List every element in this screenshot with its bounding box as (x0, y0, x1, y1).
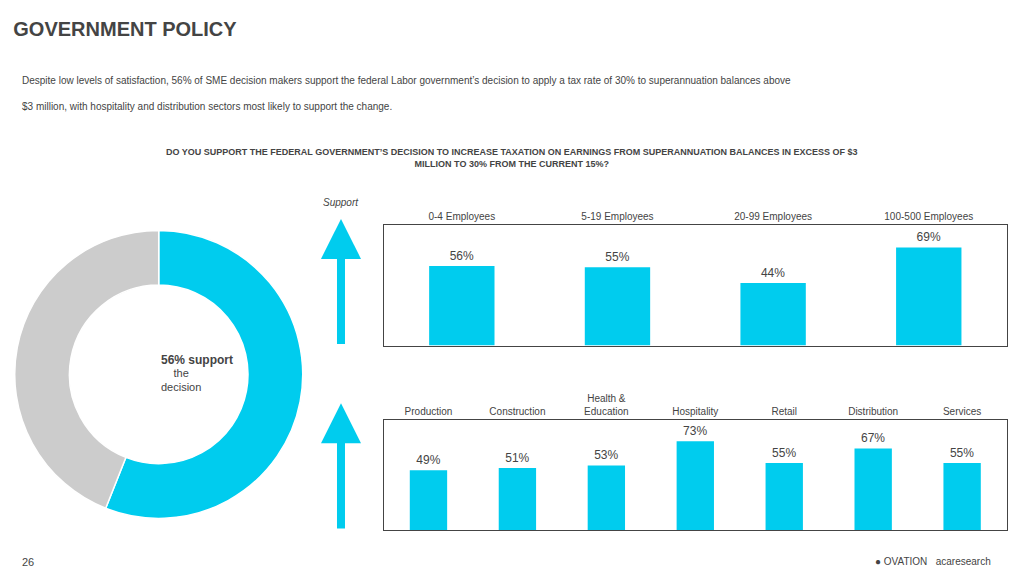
svg-text:53%: 53% (594, 448, 618, 462)
svg-text:20-99 Employees: 20-99 Employees (734, 211, 812, 222)
svg-text:Construction: Construction (489, 406, 545, 417)
svg-text:Services: Services (943, 406, 981, 417)
svg-text:56%: 56% (450, 249, 474, 263)
svg-text:49%: 49% (416, 453, 440, 467)
svg-text:Support: Support (323, 197, 359, 208)
svg-text:5-19 Employees: 5-19 Employees (581, 211, 653, 222)
svg-text:55%: 55% (950, 446, 974, 460)
svg-text:67%: 67% (861, 431, 885, 445)
svg-text:73%: 73% (683, 424, 707, 438)
svg-text:69%: 69% (917, 230, 941, 244)
svg-text:Production: Production (405, 406, 453, 417)
svg-text:55%: 55% (772, 446, 796, 460)
svg-text:Hospitality: Hospitality (672, 406, 718, 417)
svg-text:44%: 44% (761, 266, 785, 280)
svg-text:thedecision: thedecision (161, 367, 201, 393)
svg-text:56% support: 56% support (161, 353, 233, 367)
svg-text:Health &Education: Health &Education (584, 393, 628, 417)
svg-text:51%: 51% (505, 451, 529, 465)
svg-text:● OVATION acaresearch: ● OVATION acaresearch (875, 556, 991, 567)
svg-text:55%: 55% (605, 250, 629, 264)
svg-text:Distribution: Distribution (848, 406, 898, 417)
svg-text:GOVERNMENT POLICY: GOVERNMENT POLICY (13, 18, 237, 40)
svg-text:DO YOU SUPPORT THE FEDERAL GOV: DO YOU SUPPORT THE FEDERAL GOVERNMENT’S … (166, 147, 858, 169)
svg-text:Despite low levels of satisfac: Despite low levels of satisfaction, 56% … (22, 75, 791, 86)
svg-text:26: 26 (22, 556, 34, 568)
svg-text:Retail: Retail (771, 406, 797, 417)
svg-text:100-500 Employees: 100-500 Employees (884, 211, 973, 222)
svg-text:$3 million, with hospitality a: $3 million, with hospitality and distrib… (22, 101, 392, 112)
svg-text:0-4 Employees: 0-4 Employees (428, 211, 495, 222)
